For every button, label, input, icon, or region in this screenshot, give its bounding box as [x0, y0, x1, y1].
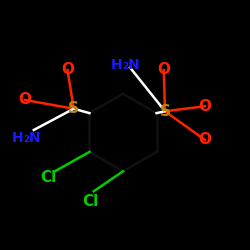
Text: Cl: Cl — [40, 170, 57, 185]
Text: O: O — [157, 62, 170, 78]
Text: O: O — [61, 62, 74, 78]
Text: O: O — [198, 132, 211, 148]
Text: O: O — [18, 92, 32, 108]
Text: H: H — [12, 130, 24, 144]
Text: ₂N: ₂N — [24, 130, 42, 144]
Text: ₂N: ₂N — [122, 58, 140, 72]
Text: S: S — [160, 104, 170, 119]
Text: S: S — [68, 101, 79, 116]
Text: Cl: Cl — [82, 194, 98, 209]
Text: O: O — [198, 99, 211, 114]
Text: H: H — [111, 58, 122, 72]
